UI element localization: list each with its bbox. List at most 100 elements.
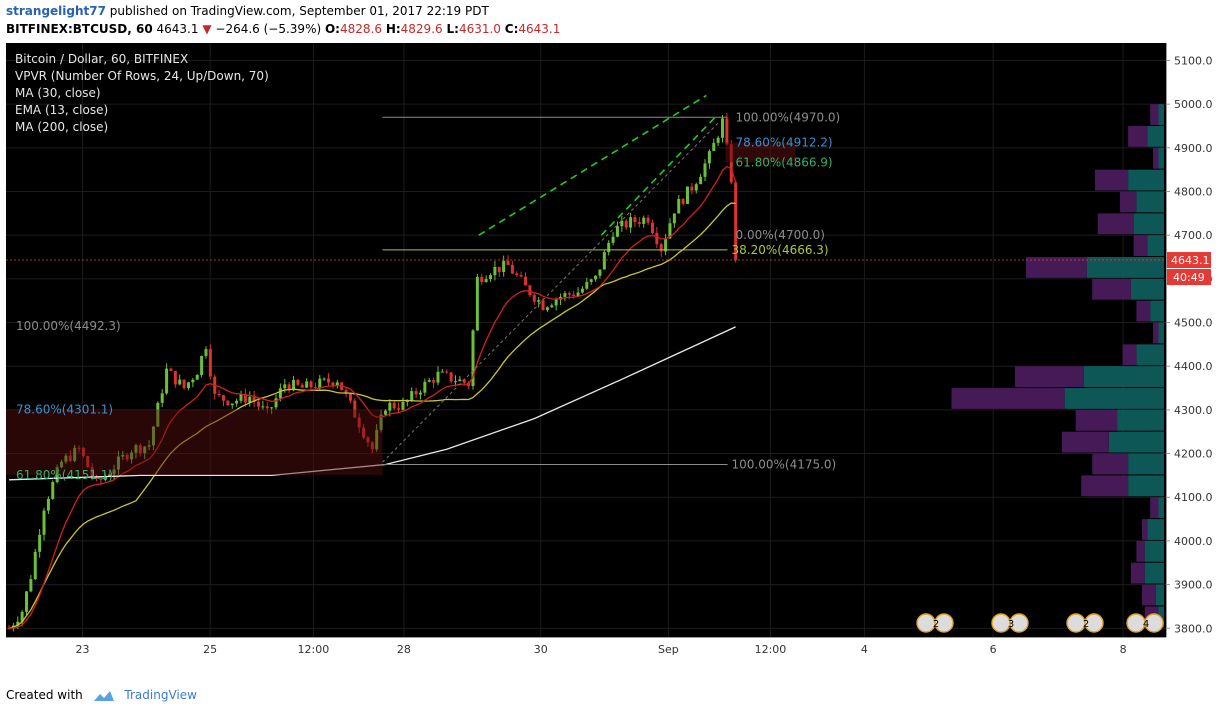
candle-body xyxy=(182,379,186,389)
volume-profile-down-bar xyxy=(1092,278,1131,300)
low-label: L: xyxy=(446,22,459,36)
candle-body xyxy=(668,223,672,239)
candle-body xyxy=(506,260,510,265)
candle-body xyxy=(46,498,50,511)
candle-body xyxy=(725,118,729,145)
candle-body xyxy=(392,402,396,409)
volume-profile-up-bar xyxy=(1144,562,1164,584)
event-count-label: 3 xyxy=(1008,619,1014,630)
candle-body xyxy=(283,384,287,389)
x-tick-label: 8 xyxy=(1120,643,1127,656)
candle-body xyxy=(60,461,64,468)
fib-level-label: 78.60%(4301.1) xyxy=(16,402,113,416)
volume-profile-up-bar xyxy=(1158,104,1164,125)
candle-body xyxy=(318,378,322,389)
volume-profile-down-bar xyxy=(1150,104,1159,125)
low-value: 4631.0 xyxy=(458,22,501,36)
x-tick-label: 23 xyxy=(76,643,90,656)
candle-body xyxy=(375,429,379,450)
candle-body xyxy=(68,455,72,461)
candle-body xyxy=(278,388,282,399)
candle-body xyxy=(699,176,703,185)
volume-profile-up-bar xyxy=(1155,584,1164,606)
x-tick-label: 4 xyxy=(861,643,868,656)
fib-zone-left xyxy=(6,409,383,475)
candle-body xyxy=(515,273,519,276)
price-chart[interactable]: 3800.0 3900.0 4000.0 4100.0 4200.0 4300.0 4400… xyxy=(6,43,1212,659)
volume-profile-up-bar xyxy=(1108,431,1164,453)
candle-body xyxy=(344,390,348,394)
economic-event-badge: 2 xyxy=(1066,613,1104,633)
candle-body xyxy=(397,408,401,410)
candle-body xyxy=(357,417,361,428)
volume-profile-down-bar xyxy=(1092,453,1129,475)
economic-event-badge: 4 xyxy=(1126,613,1164,633)
candle-body xyxy=(401,401,405,410)
candle-body xyxy=(541,300,545,311)
candle-body xyxy=(576,292,580,297)
candle-body xyxy=(624,220,628,228)
volume-profile-down-bar xyxy=(1075,409,1118,431)
volume-profile-down-bar xyxy=(1061,431,1109,453)
candle-body xyxy=(200,355,204,376)
event-count-label: 2 xyxy=(933,619,939,630)
indicator-legend: MA (30, close) xyxy=(15,86,101,100)
candle-body xyxy=(239,393,243,401)
candle-body xyxy=(16,621,20,626)
candle-body xyxy=(95,476,99,479)
grid xyxy=(6,43,1166,637)
candle-body xyxy=(38,534,42,552)
candle-body xyxy=(226,400,230,406)
candles xyxy=(7,112,738,632)
candle-body xyxy=(418,392,422,395)
candle-body xyxy=(655,232,659,245)
candle-body xyxy=(664,238,668,252)
candle-body xyxy=(81,447,85,457)
volume-profile-up-bar xyxy=(1147,235,1164,257)
candle-body xyxy=(73,447,77,461)
candle-body xyxy=(545,307,549,311)
published-text: published on TradingView.com, September … xyxy=(109,4,489,18)
candle-body xyxy=(147,445,151,447)
y-tick-label: 4500.0 xyxy=(1174,317,1212,330)
candle-body xyxy=(585,281,589,289)
symbol-info: BITFINEX:BTCUSD, 60 4643.1 ▼ −264.6 (−5.… xyxy=(6,22,560,36)
volume-profile-down-bar xyxy=(1152,322,1159,344)
candle-body xyxy=(475,276,479,331)
candle-body xyxy=(611,236,615,243)
indicator-legend: VPVR (Number Of Rows, 24, Up/Down, 70) xyxy=(15,69,269,83)
candle-body xyxy=(77,447,81,449)
candle-body xyxy=(563,293,567,297)
tradingview-link[interactable]: TradingView xyxy=(124,688,197,702)
candle-body xyxy=(64,455,68,462)
candle-body xyxy=(721,118,725,138)
candle-body xyxy=(217,393,221,396)
candle-body xyxy=(370,442,374,450)
ma30-line xyxy=(8,202,736,630)
candle-body xyxy=(427,380,431,382)
economic-event-badge: 2 xyxy=(916,613,954,633)
candle-body xyxy=(235,400,239,404)
candle-body xyxy=(248,396,252,403)
candle-body xyxy=(550,305,554,308)
candle-body xyxy=(287,384,291,391)
author-link[interactable]: strangelight77 xyxy=(6,4,106,18)
trend-channel-lower xyxy=(600,116,716,236)
candle-body xyxy=(322,378,326,380)
countdown-tag xyxy=(1167,269,1211,286)
candle-body xyxy=(681,199,685,204)
candle-body xyxy=(462,379,466,383)
candle-body xyxy=(685,186,689,204)
x-tick-label: 25 xyxy=(203,643,217,656)
volume-profile-down-bar xyxy=(1128,125,1148,147)
candle-body xyxy=(423,381,427,393)
y-tick-label: 3900.0 xyxy=(1174,579,1212,592)
ema13-line xyxy=(8,165,737,630)
candle-body xyxy=(103,475,107,480)
close-label: C: xyxy=(504,22,519,36)
candle-body xyxy=(86,456,90,468)
price-axis-background xyxy=(1166,43,1212,659)
candle-body xyxy=(694,184,698,191)
ma200-line xyxy=(8,326,736,481)
candle-body xyxy=(243,393,247,403)
